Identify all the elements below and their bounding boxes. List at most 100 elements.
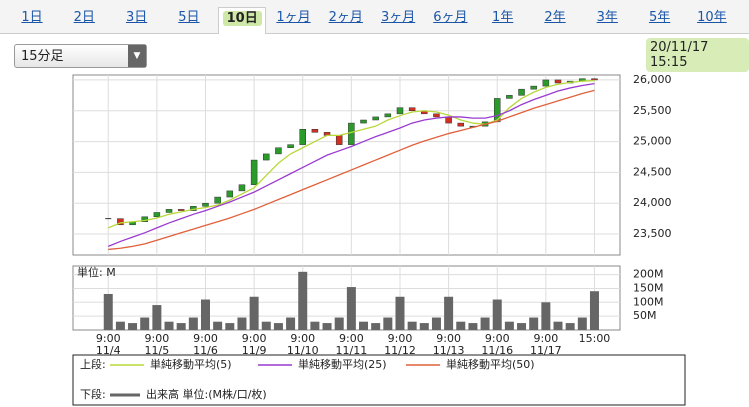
volume-bar: [371, 323, 381, 330]
candle: [518, 88, 525, 96]
volume-bar: [152, 305, 162, 330]
candle: [335, 135, 343, 145]
tab-label[interactable]: 2ヶ月: [328, 10, 363, 25]
period-tab[interactable]: 3年: [584, 7, 630, 33]
x-tick-label: 9:00: [339, 332, 364, 345]
legend-label: 単純移動平均(50): [446, 357, 535, 371]
x-tick-label: 9:00: [290, 332, 315, 345]
period-tab[interactable]: 1ヶ月: [271, 7, 317, 33]
y-tick-label: 25,500: [633, 104, 672, 117]
tab-label[interactable]: 5日: [178, 10, 200, 25]
tab-label[interactable]: 3年: [596, 10, 618, 25]
tab-label[interactable]: 5年: [648, 10, 671, 25]
candle: [372, 116, 379, 121]
legend-upper-label: 上段:: [80, 357, 106, 371]
tab-label[interactable]: 2年: [544, 10, 566, 25]
period-tab[interactable]: 6ヶ月: [427, 7, 473, 33]
x-date-label: 11/6: [193, 344, 218, 357]
volume-bar: [140, 317, 150, 330]
volume-bar: [395, 296, 405, 330]
y-tick-label: 25,000: [633, 135, 672, 148]
timestamp: 20/11/17 15:15: [646, 38, 749, 72]
x-tick-label: 9:00: [242, 332, 267, 345]
volume-bar: [407, 321, 417, 330]
period-tab[interactable]: 10日: [218, 7, 267, 34]
y-tick-label: 26,000: [633, 73, 672, 86]
ma-line: [108, 79, 595, 229]
period-tab[interactable]: 1日: [9, 7, 55, 33]
candle: [214, 196, 221, 204]
y-tick-label: 23,500: [633, 227, 672, 240]
volume-bar: [200, 299, 210, 330]
x-date-label: 11/11: [336, 344, 368, 357]
candle: [433, 113, 440, 118]
volume-bar: [431, 317, 441, 330]
x-date-label: 11/9: [242, 344, 267, 357]
tab-label[interactable]: 1日: [21, 10, 43, 25]
period-tab[interactable]: 3ヶ月: [375, 7, 421, 33]
volume-tick-label: 150M: [633, 281, 664, 294]
dropdown-arrow[interactable]: ▼: [128, 45, 146, 67]
volume-bar: [492, 299, 502, 330]
tab-label[interactable]: 2日: [73, 10, 95, 25]
x-tick-label: 9:00: [436, 332, 461, 345]
period-tab[interactable]: 2日: [61, 7, 107, 33]
interval-select[interactable]: 15分足 ▼: [14, 44, 147, 68]
x-tick-label: 9:00: [485, 332, 510, 345]
candle: [530, 85, 537, 90]
candle: [360, 119, 367, 124]
candle: [396, 107, 404, 115]
period-tab[interactable]: 1年: [480, 7, 526, 33]
x-tick-label: 9:00: [193, 332, 218, 345]
tab-label[interactable]: 10年: [697, 10, 727, 25]
period-tab[interactable]: 2ヶ月: [323, 7, 369, 33]
y-tick-label: 24,000: [633, 196, 672, 209]
x-tick-label: 9:00: [533, 332, 558, 345]
ma-line: [108, 82, 595, 247]
period-tab[interactable]: 5日: [166, 7, 212, 33]
legend-lower-label: 下段:: [80, 387, 106, 401]
period-tab[interactable]: 10年: [689, 7, 735, 33]
x-date-label: 11/5: [145, 344, 170, 357]
volume-bar: [128, 323, 138, 330]
legend-label: 単純移動平均(25): [298, 357, 387, 371]
period-tab[interactable]: 5年: [637, 7, 683, 33]
candle: [457, 122, 465, 127]
volume-bar: [322, 323, 332, 330]
x-date-label: 11/12: [384, 344, 416, 357]
tab-label[interactable]: 1年: [492, 10, 514, 25]
volume-bar: [529, 317, 539, 330]
volume-bar: [225, 323, 235, 330]
x-tick-label: 9:00: [145, 332, 170, 345]
period-tab[interactable]: 3日: [114, 7, 160, 33]
candle: [408, 107, 416, 112]
volume-bar: [115, 321, 125, 330]
volume-bar: [444, 296, 454, 330]
volume-bar: [456, 321, 466, 330]
volume-bar: [213, 321, 223, 330]
volume-bar: [188, 317, 198, 330]
legend-box: [72, 354, 686, 406]
period-tab[interactable]: 2年: [532, 7, 578, 33]
candle: [226, 190, 234, 198]
period-tabs: 1日 2日 3日 5日 10日 1ヶ月 2ヶ月 3ヶ月 6ヶ月 1年 2年 3年 5年 10年: [0, 0, 749, 34]
candle: [445, 116, 452, 124]
tab-label[interactable]: 3ヶ月: [380, 10, 416, 25]
candle: [202, 202, 209, 207]
tab-label[interactable]: 10日: [222, 11, 262, 26]
volume-bar: [517, 323, 527, 330]
tab-label[interactable]: 3日: [125, 10, 148, 25]
x-tick-label: 15:00: [579, 332, 611, 345]
tab-label[interactable]: 1ヶ月: [276, 10, 311, 25]
x-date-label: 11/16: [481, 344, 513, 357]
x-date-label: 11/4: [96, 344, 121, 357]
candle: [299, 128, 306, 145]
candle: [542, 79, 550, 87]
volume-bar: [504, 321, 514, 330]
volume-bar: [359, 321, 369, 330]
volume-frame: [72, 265, 621, 331]
volume-bar: [261, 321, 271, 330]
tab-label[interactable]: 6ヶ月: [433, 10, 468, 25]
